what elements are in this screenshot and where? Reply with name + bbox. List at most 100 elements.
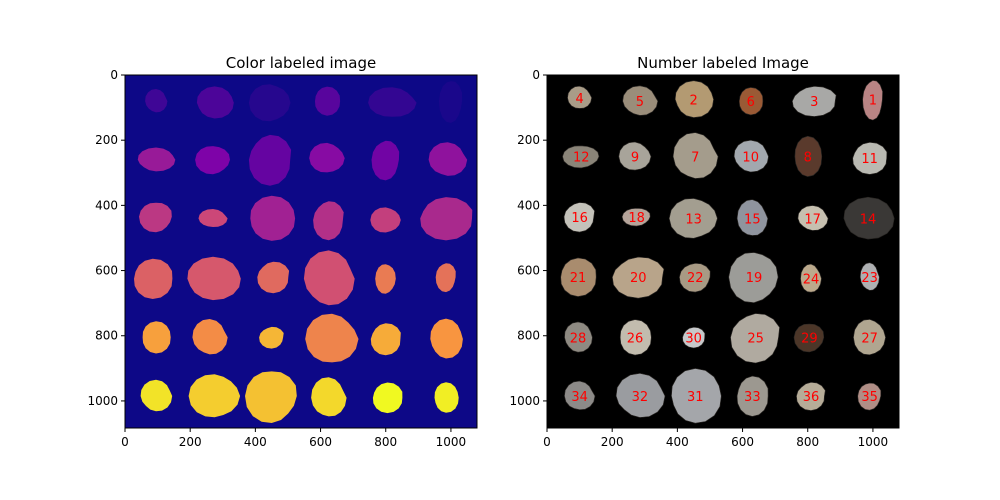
stone-number-label: 6 [747,95,755,110]
stone-number-label: 5 [636,95,644,110]
stone-number-label: 15 [744,212,761,227]
stone-1 [862,80,883,121]
stone-number-label: 19 [746,271,763,286]
left-panel-title: Color labeled image [226,54,376,72]
region-11 [428,142,468,176]
region-35 [434,382,459,413]
stone-8 [794,135,823,177]
y-tick-label: 200 [517,133,540,147]
region-36 [372,382,403,414]
stone-number-label: 35 [861,390,878,405]
y-tick-label: 800 [95,329,118,343]
stone-15 [736,199,769,236]
x-tick-label: 0 [121,435,129,449]
stone-19 [728,252,779,304]
stone-number-label: 36 [803,390,820,405]
left-image-background [125,75,477,428]
stone-number-label: 9 [631,150,639,165]
stone-number-label: 3 [810,95,818,110]
stone-24 [800,263,822,293]
right-image-background [547,75,899,428]
stone-20 [611,256,665,299]
y-tick-label: 600 [95,264,118,278]
stone-2 [674,80,714,118]
region-12 [137,147,176,172]
stone-7 [672,132,719,179]
region-33 [311,377,347,417]
stone-10 [733,139,769,173]
y-tick-label: 400 [95,198,118,212]
stone-number-label: 10 [742,150,759,165]
region-6 [315,86,341,116]
region-26 [192,319,228,355]
stone-21 [560,257,597,297]
stone-9 [618,141,652,171]
region-18 [198,209,228,227]
stone-33 [736,375,769,417]
region-22 [257,261,290,294]
stone-number-label: 17 [804,212,821,227]
region-14 [420,197,473,241]
region-30 [259,326,284,349]
stone-number-label: 26 [627,331,644,346]
x-tick-label: 400 [244,435,267,449]
region-34 [140,379,173,412]
region-21 [134,258,173,299]
region-29 [370,323,401,356]
region-9 [195,146,230,175]
y-tick-label: 400 [517,198,540,212]
stone-30 [682,326,706,349]
x-tick-label: 1000 [858,435,889,449]
x-tick-label: 800 [374,435,397,449]
stone-35 [857,382,882,411]
stone-34 [564,380,596,411]
stone-number-label: 4 [575,92,583,107]
color-labeled-image-panel: Color labeled image 0 200 400 600 800 1000 0 20… [87,54,478,449]
left-regions-layer [134,81,473,423]
stone-number-label: 7 [691,150,699,165]
stone-number-label: 13 [685,212,702,227]
region-4 [145,89,168,113]
stone-number-label: 12 [573,150,590,165]
x-tick-label: 600 [309,435,332,449]
stone-number-label: 20 [630,271,647,286]
x-tick-label: 600 [731,435,754,449]
stone-13 [668,198,718,239]
stone-17 [797,205,829,231]
stone-number-label: 1 [869,93,877,108]
stone-6 [738,87,764,116]
stone-number-label: 28 [570,331,587,346]
stone-26 [619,319,652,356]
region-19 [303,250,355,306]
x-tick-label: 400 [666,435,689,449]
stone-32 [615,372,666,418]
stone-number-label: 29 [801,331,818,346]
stone-number-label: 2 [690,93,698,108]
stone-number-label: 18 [628,211,645,226]
region-27 [430,318,463,359]
stone-number-label: 31 [687,390,704,405]
y-tick-label: 0 [110,68,118,82]
region-5 [196,86,234,119]
stone-14 [843,196,895,240]
stone-number-label: 34 [571,390,588,405]
region-1 [438,81,463,123]
region-20 [187,256,241,301]
stone-number-label: 32 [632,390,649,405]
stone-25 [730,313,780,364]
region-31 [245,371,297,423]
stone-3 [791,85,837,117]
stone-number-label: 8 [804,150,812,165]
region-28 [142,321,171,354]
x-tick-label: 200 [601,435,624,449]
right-panel-title: Number labeled Image [637,54,809,72]
y-tick-label: 800 [517,329,540,343]
stone-5 [622,85,659,116]
region-10 [309,142,345,173]
x-tick-label: 0 [543,435,551,449]
stone-number-label: 23 [861,271,878,286]
stone-12 [562,145,600,169]
stone-number-label: 27 [861,331,878,346]
